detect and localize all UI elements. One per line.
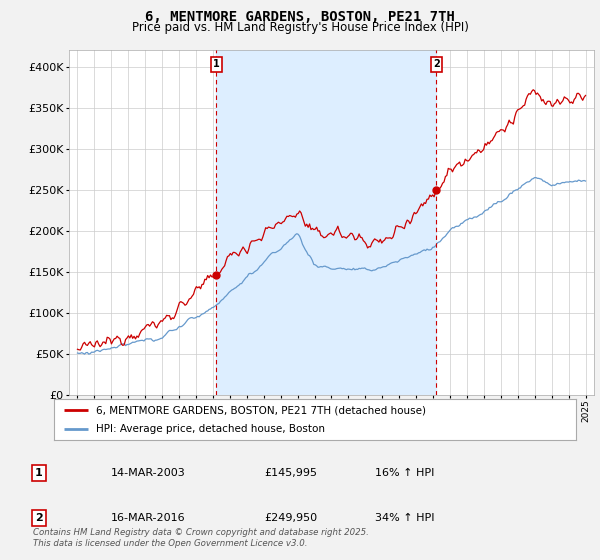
Text: £249,950: £249,950 — [264, 513, 317, 523]
Text: £145,995: £145,995 — [264, 468, 317, 478]
Text: 2: 2 — [433, 59, 440, 69]
Text: 16-MAR-2016: 16-MAR-2016 — [111, 513, 185, 523]
Text: Contains HM Land Registry data © Crown copyright and database right 2025.
This d: Contains HM Land Registry data © Crown c… — [33, 528, 369, 548]
Bar — [217, 50, 436, 395]
Text: Price paid vs. HM Land Registry's House Price Index (HPI): Price paid vs. HM Land Registry's House … — [131, 21, 469, 34]
Text: HPI: Average price, detached house, Boston: HPI: Average price, detached house, Bost… — [96, 424, 325, 433]
Text: 6, MENTMORE GARDENS, BOSTON, PE21 7TH: 6, MENTMORE GARDENS, BOSTON, PE21 7TH — [145, 10, 455, 24]
Text: 2: 2 — [35, 513, 43, 523]
Text: 34% ↑ HPI: 34% ↑ HPI — [375, 513, 434, 523]
Text: 14-MAR-2003: 14-MAR-2003 — [111, 468, 186, 478]
Text: 1: 1 — [213, 59, 220, 69]
Text: 6, MENTMORE GARDENS, BOSTON, PE21 7TH (detached house): 6, MENTMORE GARDENS, BOSTON, PE21 7TH (d… — [96, 405, 426, 415]
Text: 1: 1 — [35, 468, 43, 478]
Text: 16% ↑ HPI: 16% ↑ HPI — [375, 468, 434, 478]
